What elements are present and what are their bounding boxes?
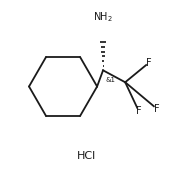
Text: HCl: HCl	[77, 151, 97, 161]
Text: F: F	[136, 106, 142, 116]
Text: NH$_2$: NH$_2$	[93, 11, 113, 24]
Text: F: F	[154, 104, 160, 114]
Text: &1: &1	[105, 77, 115, 83]
Text: F: F	[146, 58, 152, 68]
